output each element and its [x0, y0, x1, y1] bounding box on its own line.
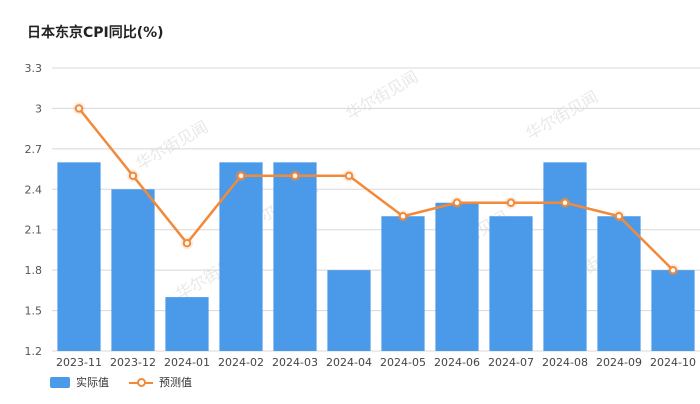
x-tick-label: 2024-07 — [488, 356, 534, 369]
y-tick-label: 2.7 — [25, 143, 43, 156]
legend-label-forecast: 预测值 — [159, 376, 192, 389]
legend[interactable]: 实际值 预测值 — [50, 374, 212, 390]
bar-actual[interactable] — [327, 270, 371, 351]
forecast-point[interactable] — [344, 171, 354, 181]
watermark-text: 华尔街见闻 — [343, 67, 422, 123]
bar-actual[interactable] — [435, 202, 479, 351]
bar-actual[interactable] — [489, 216, 533, 351]
x-tick-label: 2024-01 — [164, 356, 210, 369]
x-tick-label: 2023-12 — [110, 356, 156, 369]
legend-bar-swatch — [50, 376, 70, 388]
forecast-point[interactable] — [290, 171, 300, 181]
x-tick-label: 2024-02 — [218, 356, 264, 369]
x-tick-label: 2023-11 — [56, 356, 102, 369]
forecast-point[interactable] — [560, 198, 570, 207]
x-tick-label: 2024-04 — [326, 356, 372, 369]
x-tick-label: 2024-08 — [542, 356, 588, 369]
bars-actual — [57, 162, 695, 351]
bar-actual[interactable] — [165, 297, 209, 351]
bar-actual[interactable] — [219, 162, 263, 351]
y-tick-label: 2.1 — [25, 224, 43, 237]
y-tick-label: 2.4 — [25, 183, 43, 196]
forecast-point[interactable] — [398, 212, 408, 221]
forecast-line — [78, 107, 674, 272]
legend-item-actual[interactable]: 实际值 — [50, 374, 109, 390]
chart-title: 日本东京CPI同比(%) — [27, 25, 164, 41]
forecast-point[interactable] — [236, 171, 246, 181]
line-forecast — [73, 102, 679, 277]
y-tick-label: 1.5 — [25, 305, 43, 318]
x-tick-label: 2024-10 — [650, 356, 696, 369]
bar-actual[interactable] — [651, 270, 695, 351]
forecast-point[interactable] — [74, 104, 84, 113]
legend-line-swatch — [129, 377, 153, 388]
forecast-point[interactable] — [614, 212, 624, 221]
legend-label-actual: 实际值 — [76, 376, 109, 389]
y-tick-label: 1.2 — [25, 345, 43, 358]
bar-actual[interactable] — [597, 216, 641, 351]
bar-actual[interactable] — [111, 189, 155, 351]
forecast-point[interactable] — [128, 171, 138, 181]
x-tick-label: 2024-03 — [272, 356, 318, 369]
forecast-point[interactable] — [668, 265, 678, 275]
watermark-text: 华尔街见闻 — [133, 117, 212, 173]
bar-actual[interactable] — [543, 162, 587, 351]
bar-actual[interactable] — [381, 216, 425, 351]
gridlines — [52, 67, 700, 352]
legend-item-forecast[interactable]: 预测值 — [129, 374, 192, 390]
bar-actual[interactable] — [273, 162, 317, 351]
x-tick-label: 2024-05 — [380, 356, 426, 369]
axes: 1.2 1.5 1.8 2.1 2.4 2.7 3 3.3 2023-11 2023-12 2024… — [25, 62, 696, 369]
y-tick-label: 3 — [35, 102, 42, 115]
forecast-point[interactable] — [452, 198, 462, 207]
y-tick-label: 3.3 — [25, 62, 43, 75]
forecast-point[interactable] — [506, 198, 516, 207]
x-tick-label: 2024-09 — [596, 356, 642, 369]
forecast-point[interactable] — [182, 238, 192, 248]
watermark-text: 华尔街见闻 — [523, 87, 602, 143]
x-tick-label: 2024-06 — [434, 356, 480, 369]
bar-actual[interactable] — [57, 162, 101, 351]
y-tick-label: 1.8 — [25, 264, 43, 277]
